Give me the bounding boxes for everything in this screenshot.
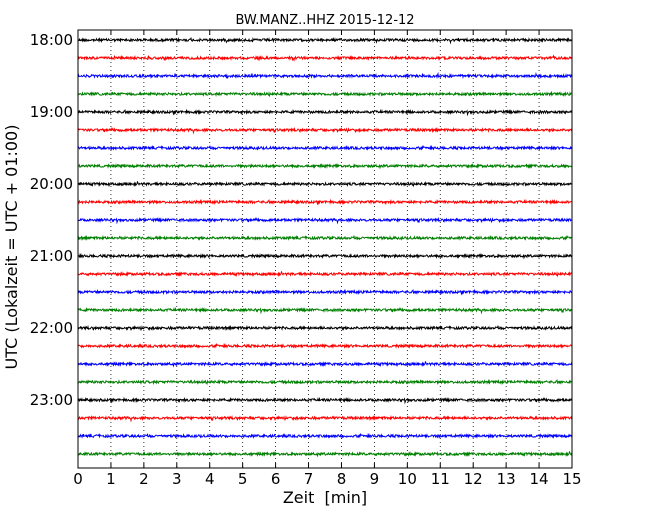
y-axis-ticks: 18:00 19:00 20:00 21:00 22:00 23:00 [30,31,572,409]
y-tick-label: 19:00 [30,103,73,121]
seismogram-trace [77,396,573,405]
x-tick-label: 1 [106,470,116,488]
seismogram-trace [77,324,573,332]
seismogram-trace [77,361,573,368]
x-tick-label: 14 [530,470,549,488]
x-tick-label: 5 [238,470,248,488]
seismogram-traces [77,36,573,458]
seismogram-trace [77,181,573,188]
x-tick-label: 2 [139,470,149,488]
x-tick-label: 12 [464,470,483,488]
seismogram-trace [77,54,573,62]
seismogram-trace [77,288,573,296]
seismogram-trace [77,252,573,260]
seismogram-trace [77,198,573,206]
y-tick-label: 20:00 [30,175,73,193]
seismogram-trace [77,378,573,386]
y-axis-label: UTC (Lokalzeit = UTC + 01:00) [2,125,21,370]
seismogram-trace [77,432,573,439]
seismogram-trace [77,306,573,315]
x-axis-label: Zeit [min] [283,488,367,507]
x-tick-label: 10 [398,470,417,488]
y-tick-label: 23:00 [30,391,73,409]
x-tick-label: 9 [370,470,380,488]
seismogram-trace [77,216,573,225]
seismogram-trace [77,163,573,170]
y-tick-label: 22:00 [30,319,73,337]
seismogram-trace [77,234,573,242]
x-tick-label: 15 [562,470,581,488]
seismogram-trace [77,144,573,151]
seismogram-trace [77,71,573,80]
seismogram-trace [77,91,573,98]
y-tick-label: 21:00 [30,247,73,265]
seismogram-trace [77,414,573,423]
x-tick-label: 8 [337,470,347,488]
plot-frame [77,29,573,469]
seismogram-trace [77,108,573,117]
x-tick-label: 0 [73,470,83,488]
y-tick-label: 18:00 [30,31,73,49]
x-axis-ticks: 0 1 2 3 4 5 6 7 8 9 10 11 12 13 14 15 [73,30,582,488]
x-tick-label: 4 [205,470,215,488]
x-tick-label: 3 [172,470,182,488]
seismogram-trace [77,451,573,458]
chart-title: BW.MANZ..HHZ 2015-12-12 [235,13,414,28]
x-tick-label: 11 [431,470,450,488]
seismogram-trace [77,36,573,45]
x-tick-label: 7 [304,470,314,488]
seismogram-trace [77,126,573,135]
grid-lines [110,30,540,468]
x-tick-label: 6 [271,470,281,488]
seismogram-trace [77,342,573,349]
x-tick-label: 13 [497,470,516,488]
seismogram-trace [77,271,573,278]
